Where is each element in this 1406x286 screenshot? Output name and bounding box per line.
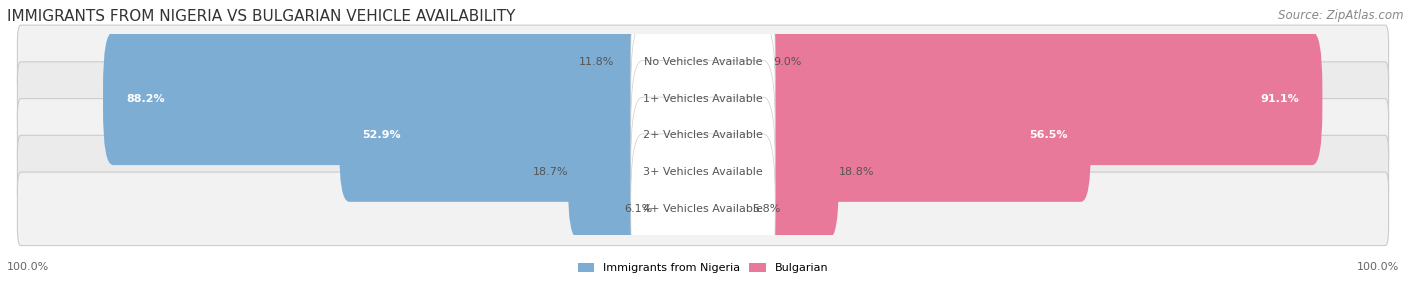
Text: 2+ Vehicles Available: 2+ Vehicles Available bbox=[643, 130, 763, 140]
Text: 100.0%: 100.0% bbox=[1357, 262, 1399, 272]
FancyBboxPatch shape bbox=[103, 32, 713, 165]
Text: 3+ Vehicles Available: 3+ Vehicles Available bbox=[643, 167, 763, 177]
FancyBboxPatch shape bbox=[631, 134, 775, 284]
FancyBboxPatch shape bbox=[631, 0, 775, 137]
FancyBboxPatch shape bbox=[614, 0, 713, 128]
Text: Source: ZipAtlas.com: Source: ZipAtlas.com bbox=[1278, 9, 1403, 21]
FancyBboxPatch shape bbox=[693, 32, 1323, 165]
Legend: Immigrants from Nigeria, Bulgarian: Immigrants from Nigeria, Bulgarian bbox=[578, 263, 828, 273]
FancyBboxPatch shape bbox=[693, 0, 773, 128]
FancyBboxPatch shape bbox=[693, 142, 752, 275]
Text: 11.8%: 11.8% bbox=[579, 57, 614, 67]
FancyBboxPatch shape bbox=[17, 62, 1389, 135]
Text: IMMIGRANTS FROM NIGERIA VS BULGARIAN VEHICLE AVAILABILITY: IMMIGRANTS FROM NIGERIA VS BULGARIAN VEH… bbox=[7, 9, 516, 23]
FancyBboxPatch shape bbox=[693, 106, 839, 239]
FancyBboxPatch shape bbox=[693, 69, 1091, 202]
Text: 5.8%: 5.8% bbox=[752, 204, 780, 214]
FancyBboxPatch shape bbox=[17, 99, 1389, 172]
Text: 4+ Vehicles Available: 4+ Vehicles Available bbox=[643, 204, 763, 214]
Text: 91.1%: 91.1% bbox=[1260, 94, 1299, 104]
Text: 18.8%: 18.8% bbox=[839, 167, 875, 177]
Text: 1+ Vehicles Available: 1+ Vehicles Available bbox=[643, 94, 763, 104]
FancyBboxPatch shape bbox=[652, 142, 713, 275]
Text: 56.5%: 56.5% bbox=[1029, 130, 1067, 140]
Text: 52.9%: 52.9% bbox=[363, 130, 401, 140]
Text: No Vehicles Available: No Vehicles Available bbox=[644, 57, 762, 67]
FancyBboxPatch shape bbox=[631, 60, 775, 210]
FancyBboxPatch shape bbox=[631, 24, 775, 174]
Text: 88.2%: 88.2% bbox=[127, 94, 165, 104]
FancyBboxPatch shape bbox=[631, 97, 775, 247]
FancyBboxPatch shape bbox=[339, 69, 713, 202]
FancyBboxPatch shape bbox=[17, 25, 1389, 99]
FancyBboxPatch shape bbox=[17, 172, 1389, 246]
FancyBboxPatch shape bbox=[17, 135, 1389, 209]
Text: 18.7%: 18.7% bbox=[533, 167, 568, 177]
Text: 9.0%: 9.0% bbox=[773, 57, 801, 67]
Text: 6.1%: 6.1% bbox=[624, 204, 652, 214]
Text: 100.0%: 100.0% bbox=[7, 262, 49, 272]
FancyBboxPatch shape bbox=[568, 106, 713, 239]
